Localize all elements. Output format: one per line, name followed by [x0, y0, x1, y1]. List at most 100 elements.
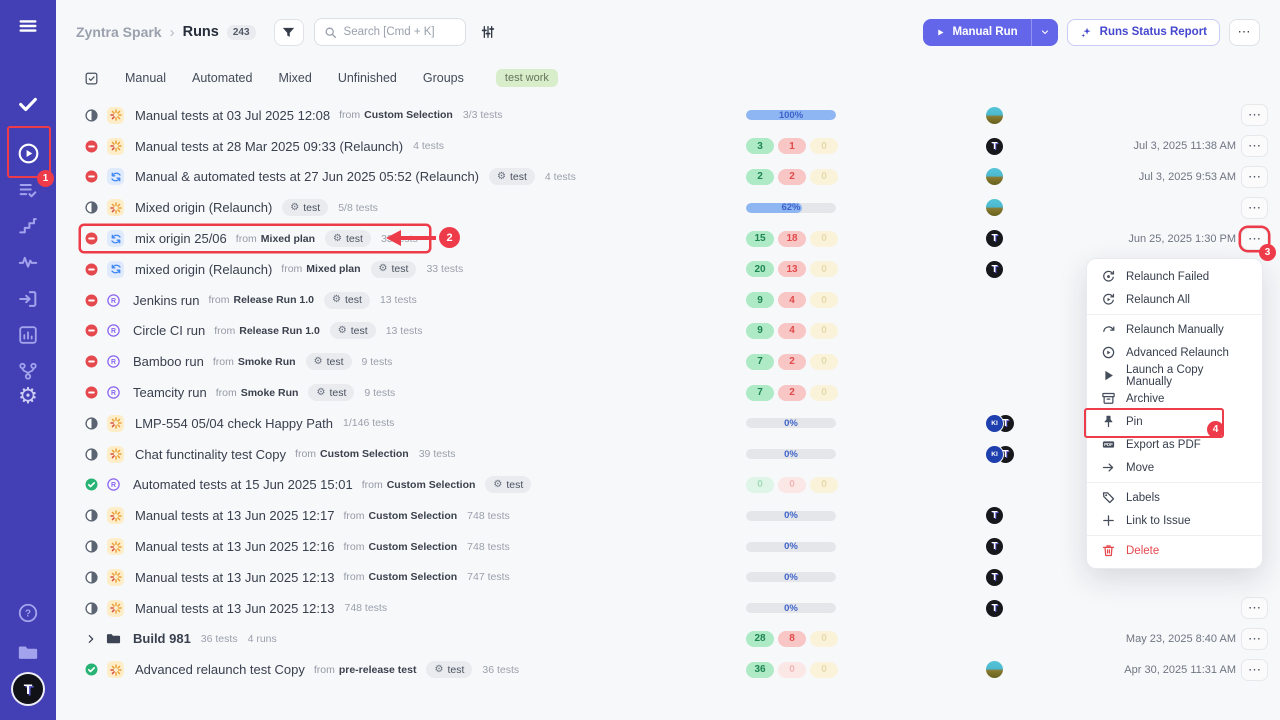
sidebar-item-help[interactable]: ?	[0, 601, 56, 625]
run-timestamp: Jul 3, 2025 11:38 AM	[1133, 140, 1236, 153]
row-more-button[interactable]: ⋯	[1241, 135, 1268, 158]
run-name[interactable]: Bamboo run	[133, 354, 204, 370]
sidebar-item-runs[interactable]	[0, 141, 56, 165]
activity-icon	[17, 251, 39, 273]
user-avatar: T	[986, 599, 1003, 617]
menu-item-labels[interactable]: Labels	[1087, 486, 1262, 509]
menu-item-relaunch-failed[interactable]: Relaunch Failed	[1087, 265, 1262, 288]
run-name[interactable]: Teamcity run	[133, 385, 207, 401]
menu-item-move[interactable]: Move	[1087, 456, 1262, 479]
run-name[interactable]: Chat functinality test Copy	[135, 446, 287, 462]
run-row[interactable]: mix origin 25/06 from Mixed plan ⚙ test 33 te…	[56, 223, 1280, 261]
run-name[interactable]: Manual tests at 03 Jul 2025 12:08	[135, 107, 331, 123]
row-more-button[interactable]: ⋯	[1241, 104, 1268, 127]
run-row[interactable]: R Teamcity run from Smoke Run ⚙ test 9 tests 7 2…	[56, 377, 1280, 408]
sidebar-item-milestones[interactable]	[0, 214, 56, 238]
menu-item-relaunch-all[interactable]: Relaunch All	[1087, 288, 1262, 311]
tab-unfinished[interactable]: Unfinished	[337, 71, 397, 85]
run-name[interactable]: Manual tests at 13 Jun 2025 12:16	[135, 539, 335, 555]
run-row[interactable]: Manual tests at 13 Jun 2025 12:13 748 tes…	[56, 593, 1280, 624]
green-count-pill: 20	[746, 261, 774, 278]
sidebar-item-projects[interactable]	[0, 640, 56, 664]
tab-manual[interactable]: Manual	[125, 71, 166, 85]
tab-mixed[interactable]: Mixed	[278, 71, 312, 85]
row-more-button[interactable]: ⋯	[1241, 627, 1268, 650]
labels-icon	[1101, 490, 1116, 505]
search-box	[313, 18, 466, 46]
select-runs-icon[interactable]	[84, 71, 99, 86]
sidebar-item-tests[interactable]	[0, 92, 56, 116]
row-more-button[interactable]: ⋯ 3	[1241, 227, 1276, 261]
row-more-button[interactable]: ⋯	[1241, 196, 1268, 219]
sidebar-item-requirements[interactable]	[0, 287, 56, 311]
green-count-pill: 9	[746, 292, 774, 309]
row-more-button[interactable]: ⋯	[1241, 165, 1268, 188]
run-row[interactable]: R Automated tests at 15 Jun 2025 15:01 fro…	[56, 470, 1280, 501]
expand-group-button[interactable]	[84, 634, 98, 644]
menu-item-delete[interactable]: Delete	[1087, 539, 1262, 562]
run-name[interactable]: Mixed origin (Relaunch)	[135, 200, 273, 216]
menu-item-advanced-relaunch[interactable]: Advanced Relaunch	[1087, 341, 1262, 364]
breadcrumb-project[interactable]: Zyntra Spark	[76, 24, 162, 40]
run-name[interactable]: Manual tests at 13 Jun 2025 12:17	[135, 508, 335, 524]
run-name[interactable]: LMP-554 05/04 check Happy Path	[135, 415, 334, 431]
run-row[interactable]: Mixed origin (Relaunch) ⚙ test 5/8 tests 62%…	[56, 192, 1280, 223]
tests-count: 5/8 tests	[338, 201, 378, 214]
run-name[interactable]: Advanced relaunch test Copy	[135, 662, 305, 678]
run-name[interactable]: Build 981	[133, 631, 191, 647]
run-row[interactable]: Advanced relaunch test Copy from pre-relea…	[56, 654, 1280, 685]
run-row[interactable]: Manual tests at 03 Jul 2025 12:08 from Cus…	[56, 100, 1280, 131]
sidebar-item-settings[interactable]: ⚙	[0, 384, 56, 408]
tab-automated[interactable]: Automated	[192, 71, 253, 85]
run-name[interactable]: Manual & automated tests at 27 Jun 2025 …	[135, 169, 479, 185]
run-row[interactable]: Build 981 36 tests 4 runs 28 8 0 May 23, 2025 …	[56, 624, 1280, 655]
sidebar-item-plans[interactable]	[0, 178, 56, 202]
progress-bar: 62%	[746, 202, 836, 213]
run-row[interactable]: Manual tests at 13 Jun 2025 12:16 from Cus…	[56, 531, 1280, 562]
tab-groups[interactable]: Groups	[422, 71, 464, 85]
run-row[interactable]: R Bamboo run from Smoke Run ⚙ test 9 tests 7 2 0	[56, 346, 1280, 377]
manual-run-dropdown[interactable]	[1030, 18, 1058, 46]
run-name[interactable]: Manual tests at 13 Jun 2025 12:13	[135, 569, 335, 585]
row-more-button[interactable]: ⋯	[1241, 597, 1268, 620]
run-row[interactable]: Manual & automated tests at 27 Jun 2025 …	[56, 162, 1280, 193]
workspace-avatar[interactable]: T	[13, 674, 43, 704]
row-more-button[interactable]: ⋯	[1241, 658, 1268, 681]
run-name[interactable]: Manual tests at 28 Mar 2025 09:33 (Relau…	[135, 138, 404, 154]
sidebar-item-integrations[interactable]	[0, 359, 56, 383]
run-name[interactable]: Circle CI run	[133, 323, 206, 339]
header-more-button[interactable]: ⋯	[1229, 18, 1260, 46]
run-name[interactable]: mix origin 25/06	[135, 231, 227, 247]
filter-button[interactable]	[273, 18, 304, 46]
run-row[interactable]: Manual tests at 13 Jun 2025 12:13 from Cus…	[56, 562, 1280, 593]
menu-item-launch-a-copy-manually[interactable]: Launch a Copy Manually	[1087, 364, 1262, 388]
menu-item-archive[interactable]: Archive	[1087, 387, 1262, 410]
run-row[interactable]: Manual tests at 13 Jun 2025 12:17 from Cus…	[56, 500, 1280, 531]
runs-status-report-button[interactable]: Runs Status Report	[1066, 18, 1220, 46]
sidebar-item-activity[interactable]	[0, 250, 56, 274]
menu-item-export-as-pdf[interactable]: PDF Export as PDF	[1087, 433, 1262, 456]
menu-item-pin[interactable]: Pin 4	[1084, 408, 1262, 438]
run-name[interactable]: Automated tests at 15 Jun 2025 15:01	[133, 477, 353, 493]
run-name[interactable]: mixed origin (Relaunch)	[135, 261, 273, 277]
menu-item-relaunch-manually[interactable]: Relaunch Manually	[1087, 318, 1262, 341]
run-row[interactable]: mixed origin (Relaunch) from Mixed plan ⚙ te…	[56, 254, 1280, 285]
menu-item-link-to-issue[interactable]: Link to Issue	[1087, 509, 1262, 532]
run-row[interactable]: LMP-554 05/04 check Happy Path 1/146 test…	[56, 408, 1280, 439]
sidebar-item-reports[interactable]	[0, 323, 56, 347]
mixed-run-type-icon	[107, 230, 124, 248]
run-row[interactable]: R Jenkins run from Release Run 1.0 ⚙ test 13 t…	[56, 285, 1280, 316]
run-row[interactable]: Chat functinality test Copy from Custom Se…	[56, 439, 1280, 470]
run-row[interactable]: Manual tests at 28 Mar 2025 09:33 (Relau…	[56, 131, 1280, 162]
run-row[interactable]: R Circle CI run from Release Run 1.0 ⚙ test 13…	[56, 316, 1280, 347]
hamburger-menu-icon[interactable]	[0, 14, 56, 38]
manual-run-button[interactable]: Manual Run	[923, 18, 1058, 46]
search-input[interactable]	[343, 26, 456, 38]
run-results: 28 8 0	[746, 630, 838, 647]
active-filter-badge[interactable]: test work	[495, 69, 558, 87]
view-settings-button[interactable]	[480, 24, 496, 40]
run-name[interactable]: Jenkins run	[133, 292, 200, 308]
run-name[interactable]: Manual tests at 13 Jun 2025 12:13	[135, 600, 335, 616]
